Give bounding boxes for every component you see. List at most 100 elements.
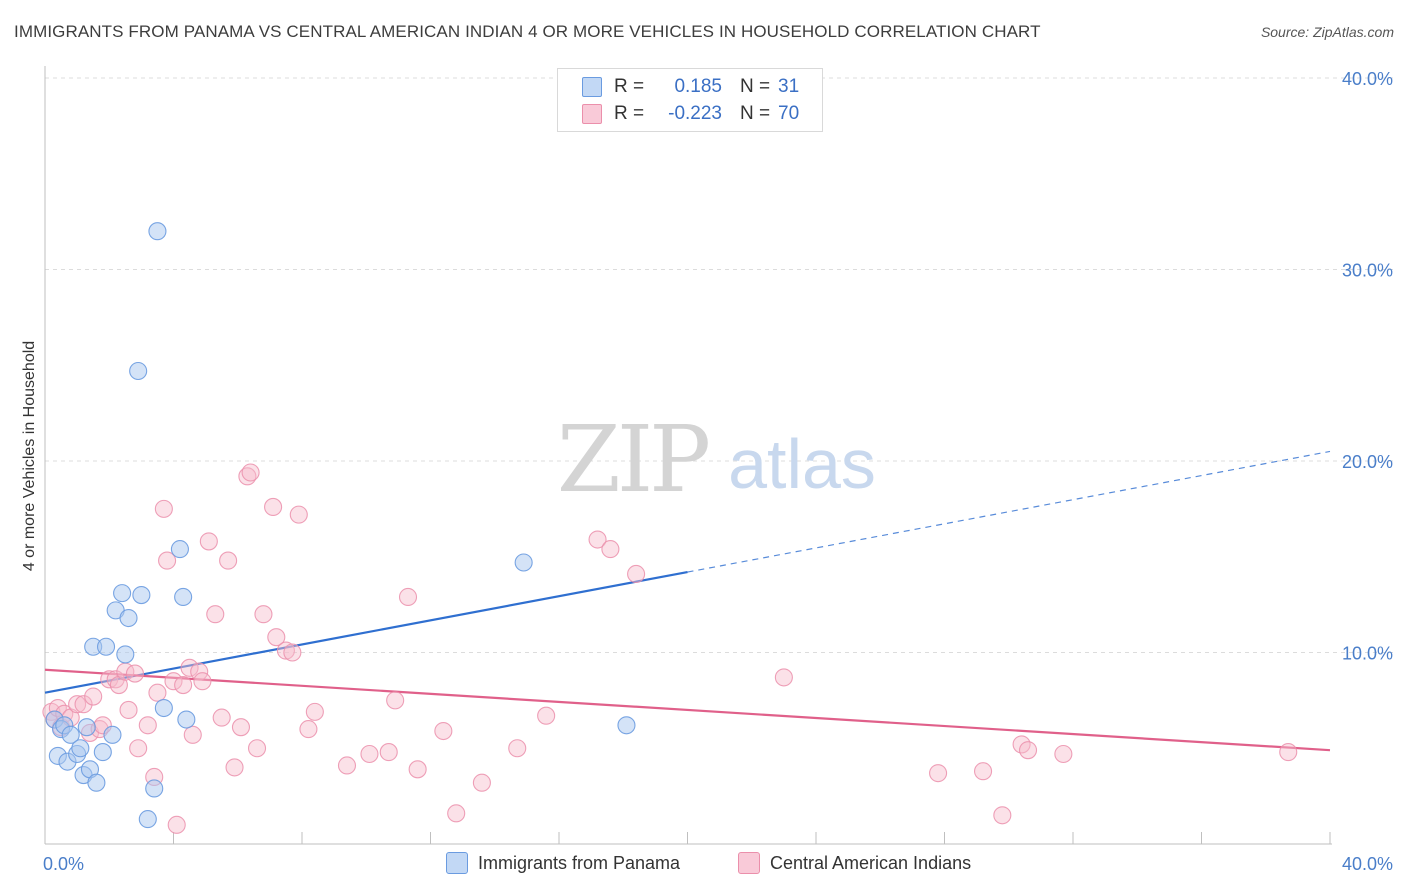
y-tick-label: 10.0%	[1342, 644, 1393, 664]
central-american-indians-point	[408, 760, 427, 779]
legend-r-value: -0.223	[668, 103, 722, 124]
central-american-indians-point	[508, 739, 527, 758]
central-american-indians-point	[447, 804, 466, 823]
panama-point	[145, 779, 164, 798]
panama-point	[617, 716, 636, 735]
panama-point	[116, 645, 135, 664]
legend-n-label: N =	[740, 103, 771, 124]
central-american-indians-point	[219, 551, 238, 570]
legend-row-central-american-indians: R = -0.223 N = 70	[582, 102, 799, 126]
bottom-legend-label: Central American Indians	[770, 852, 972, 873]
y-tick-label: 30.0%	[1342, 261, 1393, 281]
central-american-indians-point	[148, 683, 167, 702]
watermark-zip: ZIP	[557, 406, 708, 513]
central-american-indians-point	[601, 540, 620, 559]
central-american-indians-point	[125, 664, 144, 683]
panama-point	[77, 718, 96, 737]
panama-point	[129, 361, 148, 381]
central-american-indians-point	[241, 463, 260, 482]
panama-point	[154, 698, 173, 718]
central-american-indians-point	[190, 662, 209, 681]
axes	[44, 66, 1332, 845]
bottom-legend-panama: Immigrants from Panama	[446, 852, 680, 874]
x-tick-label: 0.0%	[43, 854, 84, 874]
panama-point	[96, 637, 116, 656]
central-american-indians-point	[247, 739, 267, 758]
y-axis-label: 4 or more Vehicles in Household	[21, 341, 38, 571]
central-american-indians-point	[199, 532, 218, 551]
panama-point	[119, 608, 138, 628]
central-american-indians-point	[119, 700, 138, 720]
legend-swatch-blue	[582, 77, 602, 97]
legend-row-panama: R = 0.185 N = 31	[582, 75, 799, 99]
correlation-legend: R = 0.185 N = 31 R = -0.223 N = 70	[557, 68, 823, 132]
central-american-indians-point	[289, 505, 308, 524]
legend-n-label: N =	[740, 76, 771, 97]
panama-point	[61, 725, 80, 744]
watermark: ZIP atlas	[557, 406, 876, 513]
central-american-indians-point	[174, 676, 193, 695]
central-american-indians-point	[100, 670, 119, 689]
central-american-indians-point	[929, 764, 948, 783]
central-american-indians-point	[588, 530, 607, 549]
central-american-indians-point	[264, 497, 283, 517]
panama-point	[174, 587, 193, 607]
bottom-legend-label: Immigrants from Panama	[478, 852, 681, 873]
central-american-indians-point	[993, 806, 1012, 825]
central-american-indians-point	[154, 499, 173, 518]
bottom-legend-swatch-pink	[738, 852, 760, 874]
central-american-indians-point	[68, 695, 87, 714]
central-american-indians-point	[973, 762, 993, 781]
panama-point	[71, 739, 90, 758]
central-american-indians-point	[379, 743, 398, 762]
central-american-indians-point	[180, 658, 199, 677]
watermark-atlas: atlas	[728, 425, 876, 503]
central-american-indians-point	[158, 551, 177, 570]
central-american-indians-point	[398, 587, 418, 607]
central-american-indians-point	[627, 564, 646, 584]
central-american-indians-point	[305, 702, 324, 721]
central-american-indians-point	[276, 641, 295, 660]
panama-point	[514, 553, 533, 572]
central-american-indians-point	[1279, 743, 1298, 762]
legend-r-label: R =	[614, 103, 645, 124]
central-american-indians-point	[283, 643, 302, 662]
central-american-indians-point	[106, 670, 125, 689]
central-american-indians-point	[231, 718, 251, 737]
tick-labels: 10.0% 20.0% 30.0% 40.0% 0.0% 40.0%	[43, 69, 1393, 874]
bottom-legend-central-american-indians: Central American Indians	[738, 852, 971, 874]
y-tick-label: 40.0%	[1342, 69, 1393, 89]
legend-n-value: 70	[778, 103, 800, 124]
central-american-indians-point	[267, 628, 286, 647]
central-american-indians-point	[225, 758, 244, 777]
central-american-indians-point	[472, 773, 491, 792]
panama-point	[87, 773, 106, 792]
central-american-indians-point	[360, 744, 379, 764]
central-american-indians-point	[206, 605, 225, 624]
central-american-indians-point	[84, 687, 103, 706]
central-american-indians-point	[254, 605, 273, 624]
central-american-indians-point	[74, 695, 93, 714]
central-american-indians-point	[164, 672, 183, 691]
chart-title: IMMIGRANTS FROM PANAMA VS CENTRAL AMERIC…	[14, 22, 1041, 41]
central-american-indians-point	[434, 721, 453, 741]
panama-point	[148, 222, 167, 241]
panama-point	[103, 725, 122, 744]
panama-points	[45, 222, 636, 829]
central-american-indians-points	[42, 463, 1298, 834]
panama-point	[138, 810, 157, 829]
legend-n-value: 31	[778, 76, 800, 97]
panama-point	[177, 710, 196, 729]
central-american-indians-trend-line	[44, 668, 1331, 752]
central-american-indians-point	[1054, 744, 1073, 764]
central-american-indians-point	[212, 708, 231, 727]
central-american-indians-point	[386, 691, 405, 710]
central-american-indians-point	[774, 668, 793, 687]
central-american-indians-point	[337, 756, 357, 775]
source-label: Source: ZipAtlas.com	[1260, 24, 1394, 40]
central-american-indians-point	[129, 739, 148, 758]
trend-lines	[44, 450, 1331, 752]
central-american-indians-point	[299, 720, 318, 739]
central-american-indians-point	[138, 716, 157, 735]
